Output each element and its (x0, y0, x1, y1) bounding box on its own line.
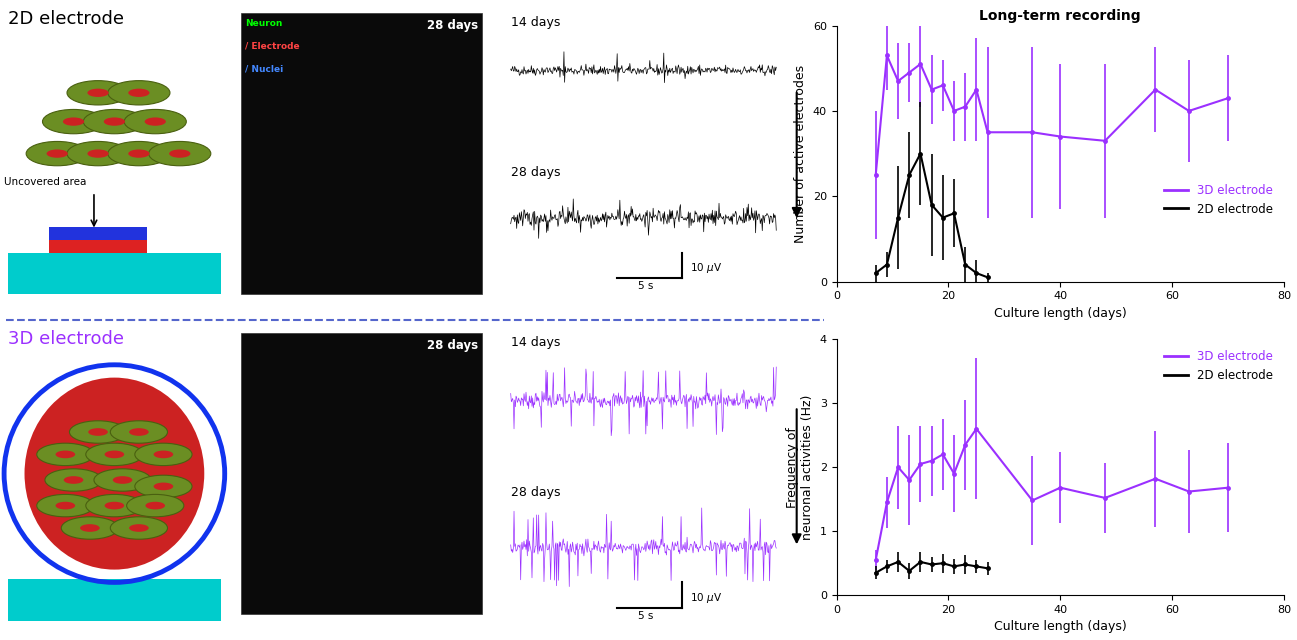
Circle shape (86, 494, 143, 517)
Y-axis label: Frequency of
neuronal activities (Hz): Frequency of neuronal activities (Hz) (786, 394, 815, 540)
Circle shape (61, 517, 118, 539)
Y-axis label: Number of active electrodes: Number of active electrodes (794, 65, 807, 243)
Circle shape (26, 141, 88, 166)
Circle shape (93, 468, 152, 492)
Circle shape (108, 141, 170, 166)
Circle shape (145, 502, 165, 509)
FancyBboxPatch shape (8, 253, 220, 294)
Text: Uncovered area: Uncovered area (4, 177, 87, 188)
Legend: 3D electrode, 2D electrode: 3D electrode, 2D electrode (1160, 345, 1278, 387)
Circle shape (64, 476, 83, 484)
Circle shape (70, 421, 127, 443)
FancyBboxPatch shape (241, 333, 482, 614)
FancyBboxPatch shape (49, 240, 147, 253)
Text: 2D electrode: 2D electrode (8, 10, 125, 28)
Circle shape (87, 149, 109, 158)
Circle shape (149, 141, 211, 166)
Circle shape (64, 118, 84, 125)
Circle shape (105, 502, 125, 509)
Circle shape (45, 468, 102, 492)
FancyBboxPatch shape (8, 579, 220, 621)
Text: 28 days: 28 days (427, 19, 479, 32)
Circle shape (43, 109, 105, 134)
Text: 10 $\mu$V: 10 $\mu$V (690, 591, 722, 605)
Text: / Nuclei: / Nuclei (245, 64, 283, 73)
Circle shape (56, 451, 75, 458)
Text: 5 s: 5 s (638, 281, 654, 291)
Circle shape (56, 502, 75, 509)
Circle shape (88, 428, 108, 436)
Circle shape (87, 88, 109, 97)
Circle shape (135, 475, 192, 498)
Circle shape (36, 494, 93, 517)
Circle shape (169, 149, 191, 158)
Title: Long-term recording: Long-term recording (979, 9, 1141, 23)
Text: 10 $\mu$V: 10 $\mu$V (690, 261, 722, 275)
Text: 28 days: 28 days (511, 166, 560, 179)
Circle shape (67, 81, 130, 105)
Circle shape (110, 517, 167, 539)
FancyBboxPatch shape (49, 227, 147, 240)
Circle shape (113, 476, 132, 484)
Ellipse shape (25, 378, 205, 570)
Circle shape (83, 109, 145, 134)
Text: / Electrode: / Electrode (245, 42, 300, 51)
Text: 14 days: 14 days (511, 16, 560, 29)
Circle shape (128, 149, 149, 158)
Text: 28 days: 28 days (511, 486, 560, 499)
Circle shape (47, 149, 67, 158)
Text: Neuron: Neuron (245, 19, 283, 28)
Circle shape (86, 443, 143, 466)
Circle shape (110, 421, 167, 443)
X-axis label: Culture length (days): Culture length (days) (994, 620, 1127, 634)
Text: 28 days: 28 days (427, 339, 479, 352)
Circle shape (127, 494, 184, 517)
Circle shape (36, 443, 93, 466)
Circle shape (128, 88, 149, 97)
Text: 14 days: 14 days (511, 336, 560, 349)
Circle shape (80, 524, 100, 532)
Legend: 3D electrode, 2D electrode: 3D electrode, 2D electrode (1160, 179, 1278, 220)
Circle shape (130, 428, 149, 436)
Circle shape (153, 483, 174, 490)
Circle shape (105, 451, 125, 458)
Circle shape (145, 118, 166, 125)
Circle shape (67, 141, 130, 166)
Circle shape (125, 109, 187, 134)
Circle shape (108, 81, 170, 105)
Text: 5 s: 5 s (638, 611, 654, 621)
Circle shape (153, 451, 174, 458)
Circle shape (130, 524, 149, 532)
X-axis label: Culture length (days): Culture length (days) (994, 307, 1127, 320)
FancyBboxPatch shape (241, 13, 482, 294)
Text: 3D electrode: 3D electrode (8, 330, 125, 348)
Circle shape (104, 118, 125, 125)
Circle shape (135, 443, 192, 466)
